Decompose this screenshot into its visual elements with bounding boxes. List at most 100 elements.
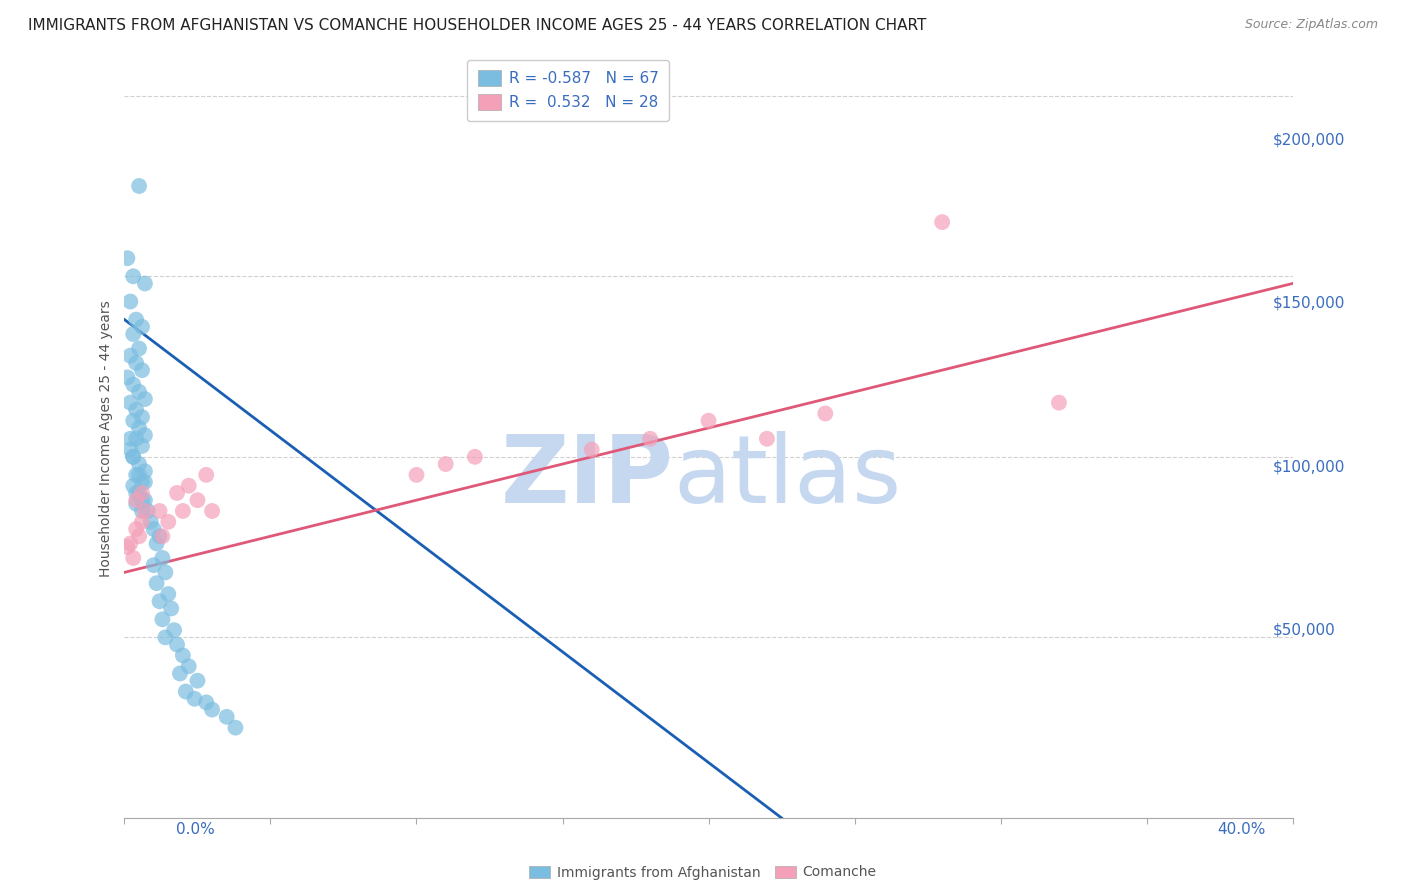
Point [186,493,208,508]
Point [148,594,170,608]
Point [931,215,953,229]
Point [131,515,153,529]
Point [125,467,148,482]
Point [160,601,183,615]
Point [134,392,156,406]
Point [174,684,197,698]
Point [120,294,142,309]
Point [148,504,170,518]
Text: 40.0%: 40.0% [1218,822,1265,837]
Point [125,312,148,326]
Point [134,493,156,508]
Y-axis label: Householder Income Ages 25 - 44 years: Householder Income Ages 25 - 44 years [100,301,114,577]
Point [122,414,145,428]
Point [224,721,246,735]
Point [172,504,194,518]
Point [131,504,153,518]
Point [155,566,177,580]
Point [131,363,153,377]
Point [405,467,427,482]
Point [755,432,778,446]
Point [136,504,159,518]
Point [134,464,156,478]
Point [201,504,224,518]
Point [145,536,167,550]
Point [128,467,150,482]
Point [120,395,142,409]
Legend: R = -0.587   N = 67, R =  0.532   N = 28: R = -0.587 N = 67, R = 0.532 N = 28 [467,60,669,120]
Point [120,349,142,363]
Point [177,479,200,493]
Point [128,384,150,399]
Point [152,529,174,543]
Point [172,648,194,663]
Point [157,587,180,601]
Point [183,691,205,706]
Point [128,421,150,435]
Point [131,439,153,453]
Point [145,576,167,591]
Point [152,550,174,565]
Point [125,497,148,511]
Point [120,432,142,446]
Point [120,536,142,550]
Point [122,326,145,341]
Point [131,319,153,334]
Point [122,377,145,392]
Point [201,703,224,717]
Point [638,432,661,446]
Point [117,251,139,265]
Point [128,529,150,543]
Point [125,486,148,500]
Text: $200,000: $200,000 [1272,132,1344,147]
Point [139,515,162,529]
Point [131,486,153,500]
Point [195,467,218,482]
Point [134,428,156,442]
Point [169,666,191,681]
Point [117,370,139,384]
Point [163,623,186,637]
Point [134,504,156,518]
Point [122,450,145,464]
Point [131,410,153,425]
Point [1047,395,1070,409]
Point [581,442,603,457]
Point [125,402,148,417]
Point [131,493,153,508]
Point [157,515,180,529]
Point [464,450,486,464]
Point [122,450,145,464]
Point [155,631,177,645]
Point [134,277,156,291]
Point [134,475,156,489]
Point [128,457,150,471]
Point [117,540,139,554]
Point [128,179,150,194]
Point [125,356,148,370]
Text: atlas: atlas [673,431,901,523]
Point [131,475,153,489]
Point [152,612,174,626]
Point [166,638,188,652]
Point [166,486,188,500]
Point [128,342,150,356]
Point [434,457,457,471]
Legend: Immigrants from Afghanistan, Comanche: Immigrants from Afghanistan, Comanche [524,860,882,885]
Point [148,529,170,543]
Point [215,710,238,724]
Point [195,695,218,709]
Point [125,522,148,536]
Text: IMMIGRANTS FROM AFGHANISTAN VS COMANCHE HOUSEHOLDER INCOME AGES 25 - 44 YEARS CO: IMMIGRANTS FROM AFGHANISTAN VS COMANCHE … [28,18,927,33]
Point [186,673,208,688]
Text: Source: ZipAtlas.com: Source: ZipAtlas.com [1244,18,1378,31]
Point [125,493,148,508]
Point [814,407,837,421]
Text: $100,000: $100,000 [1272,459,1344,475]
Text: $150,000: $150,000 [1272,296,1344,310]
Point [142,522,165,536]
Point [120,442,142,457]
Text: 0.0%: 0.0% [176,822,215,837]
Text: ZIP: ZIP [501,431,673,523]
Point [177,659,200,673]
